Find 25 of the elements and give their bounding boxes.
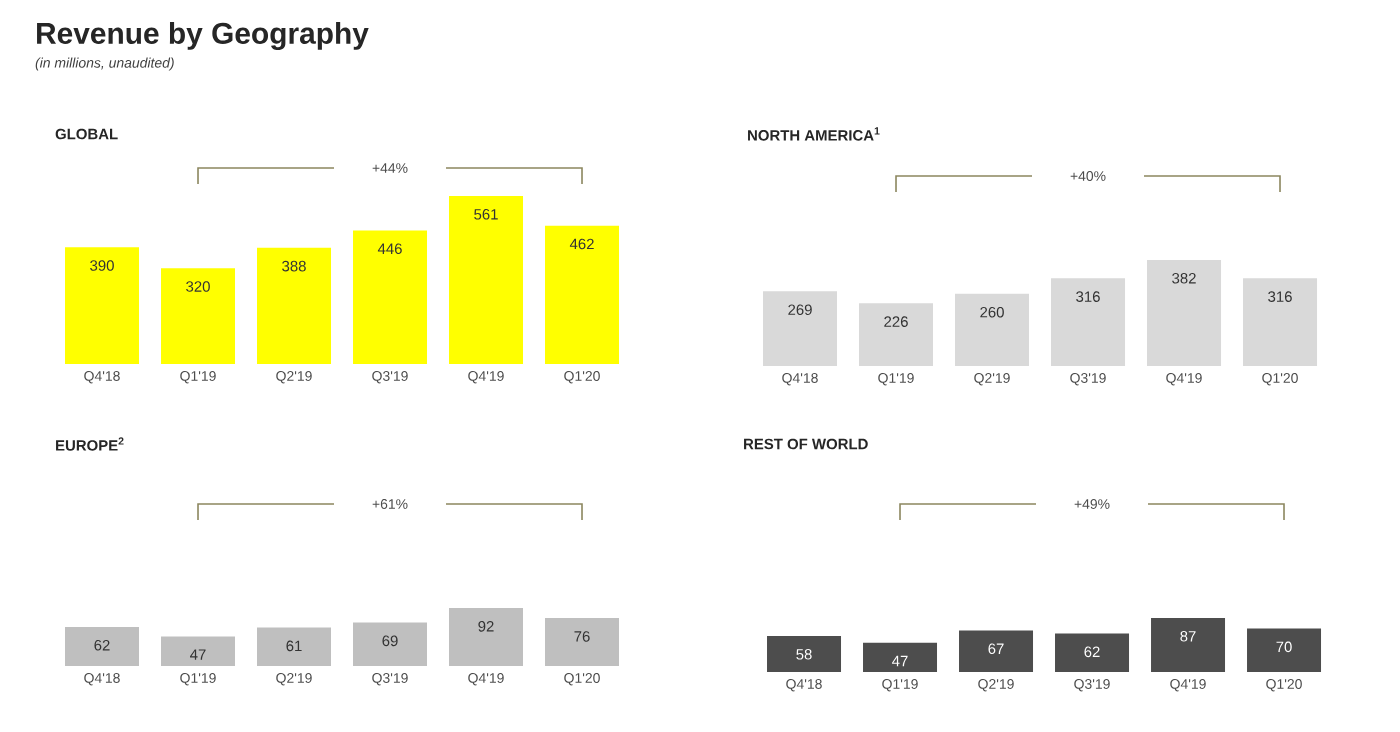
- bar: [1051, 278, 1126, 366]
- bar: [161, 636, 236, 666]
- bar: [863, 642, 938, 672]
- bar: [859, 303, 934, 366]
- bar: [449, 195, 524, 364]
- bar: [959, 630, 1034, 672]
- bar: [1147, 259, 1222, 366]
- bar: [257, 627, 332, 666]
- bar: [1247, 628, 1322, 672]
- bar: [353, 230, 428, 364]
- bar: [545, 618, 620, 666]
- bar: [65, 247, 140, 364]
- bar: [449, 608, 524, 666]
- bar: [955, 293, 1030, 366]
- bar: [65, 626, 140, 666]
- bar: [353, 622, 428, 666]
- bar: [545, 225, 620, 364]
- bar: [161, 268, 236, 364]
- bar: [763, 291, 838, 366]
- text: Revenue by Geography: [37, 22, 369, 50]
- bar: [1055, 633, 1130, 672]
- bar: [767, 635, 842, 672]
- bar: [257, 247, 332, 364]
- bar: [1151, 617, 1226, 672]
- bar: [1243, 278, 1318, 366]
